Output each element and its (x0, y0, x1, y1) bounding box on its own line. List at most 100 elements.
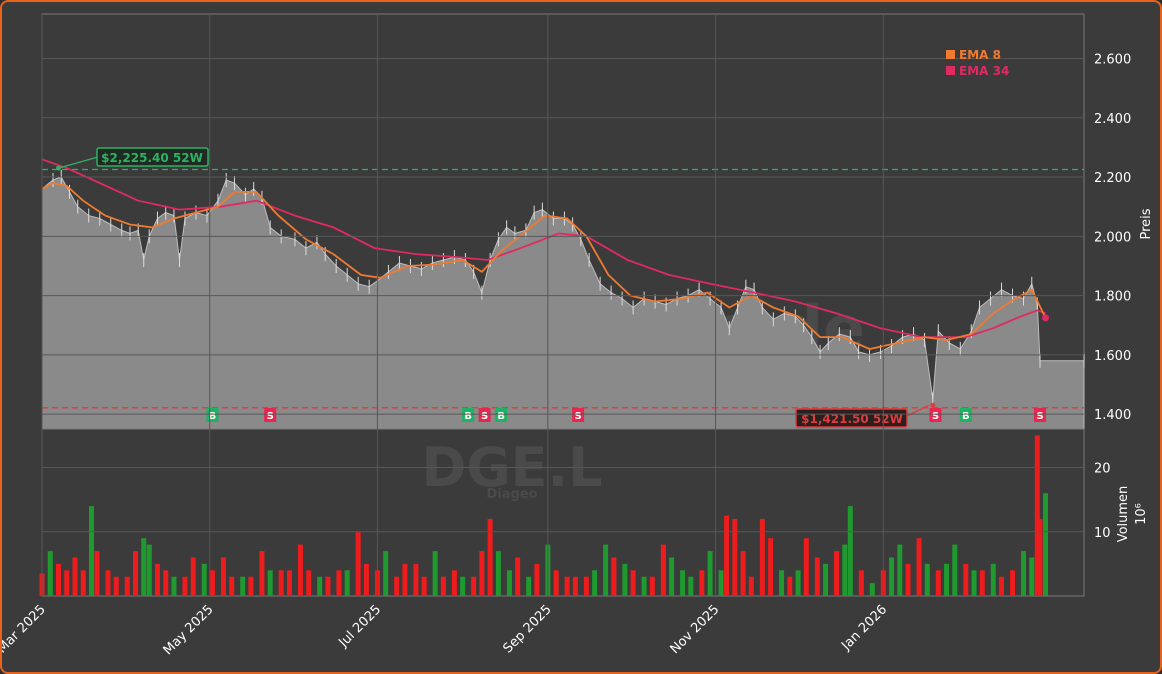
volume-bar (699, 570, 705, 596)
legend-label-ema34: EMA 34 (959, 64, 1009, 78)
volume-bar (1037, 518, 1043, 596)
volume-bar (572, 576, 578, 596)
volume-bar (630, 570, 636, 596)
volume-bar (413, 563, 419, 596)
high-52w-label: $2,225.40 52W (101, 151, 203, 165)
volume-bar (952, 544, 958, 596)
volume-bar (803, 538, 809, 596)
buy-signal-label: B (209, 411, 217, 422)
price-tick-label: 2.600 (1094, 52, 1131, 67)
volume-bar (740, 551, 746, 596)
volume-bar (248, 576, 254, 596)
volume-bar (905, 563, 911, 596)
volume-bar (440, 576, 446, 596)
buy-signal-label: B (962, 411, 970, 422)
volume-bar (748, 576, 754, 596)
volume-bar (990, 563, 996, 596)
low-52w-badge (795, 408, 908, 428)
price-axis-title: Preis (1139, 208, 1154, 239)
price-tick-label: 2.400 (1094, 112, 1131, 127)
x-tick-label: Jul 2025 (336, 602, 385, 651)
volume-bar (325, 576, 331, 596)
sell-signal-marker (572, 408, 585, 422)
volume-bar (355, 531, 361, 596)
volume-bar (394, 576, 400, 596)
sell-signal-marker (1034, 408, 1047, 422)
volume-bar (432, 551, 438, 596)
volume-bar (495, 551, 501, 596)
x-tick-label: Jan 2026 (838, 602, 890, 654)
x-tick-label: May 2025 (161, 602, 217, 658)
volume-bar (124, 576, 130, 596)
volume-bar (583, 576, 589, 596)
volume-bar (795, 570, 801, 596)
volume-bar (267, 570, 273, 596)
volume-bar (336, 570, 342, 596)
volume-bar (471, 576, 477, 596)
volume-bar (421, 576, 427, 596)
volume-bar (759, 518, 765, 596)
volume-bar (944, 563, 950, 596)
buy-signal-marker (495, 408, 508, 422)
volume-bar (182, 576, 188, 596)
volume-bar (286, 570, 292, 596)
volume-bar (1021, 551, 1027, 596)
volume-bar (1029, 557, 1035, 596)
volume-bar (163, 570, 169, 596)
volume-bar (154, 563, 160, 596)
volume-bar (72, 557, 78, 596)
volume-bar (979, 570, 985, 596)
volume-panel (39, 428, 1085, 597)
price-tick-label: 1.400 (1094, 408, 1131, 423)
sell-signal-label: S (1036, 411, 1043, 422)
price-tick-label: 1.800 (1094, 290, 1131, 305)
volume-bar (171, 576, 177, 596)
ema34-line (41, 158, 1046, 338)
volume-bar (383, 551, 389, 596)
price-tick-label: 2.200 (1094, 171, 1131, 186)
volume-bar (487, 518, 493, 596)
volume-bar (935, 570, 941, 596)
low-52w-marker (930, 402, 936, 408)
price-tick-label: 2.000 (1094, 230, 1131, 245)
volume-bar (344, 570, 350, 596)
volume-bar (842, 544, 848, 596)
volume-bar (1010, 570, 1016, 596)
volume-bar (451, 570, 457, 596)
volume-bar (105, 570, 111, 596)
volume-bar (869, 583, 875, 596)
volume-bar (94, 551, 100, 596)
watermark-name: Diageo (486, 487, 537, 502)
volume-bar (80, 570, 86, 596)
sell-signal-marker (264, 408, 277, 422)
volume-bar (220, 557, 226, 596)
volume-bar (724, 515, 730, 596)
volume-bar (297, 544, 303, 596)
volume-bar (641, 576, 647, 596)
buy-signal-marker (462, 408, 475, 422)
volume-bar (889, 557, 895, 596)
buy-signal-label: B (497, 411, 505, 422)
volume-bar (660, 544, 666, 596)
volume-axis-unit: 10⁶ (1134, 503, 1149, 525)
volume-bar (515, 557, 521, 596)
volume-bar (259, 551, 265, 596)
price-tick-label: 1.600 (1094, 349, 1131, 364)
x-tick-label: Sep 2025 (500, 602, 554, 656)
sell-signal-marker (478, 408, 491, 422)
sell-signal-label: S (575, 411, 582, 422)
volume-bar (858, 570, 864, 596)
volume-bar (534, 563, 540, 596)
high-52w-pointer (58, 156, 99, 169)
volume-axis-title: Volumen (1116, 486, 1131, 543)
sell-signal-label: S (267, 411, 274, 422)
volume-bar (506, 570, 512, 596)
volume-bar (363, 563, 369, 596)
volume-bar (916, 538, 922, 596)
volume-bar (847, 506, 853, 596)
volume-bar (1043, 493, 1049, 596)
volume-bar (963, 563, 969, 596)
volume-bar (622, 563, 628, 596)
volume-bar (732, 518, 738, 596)
